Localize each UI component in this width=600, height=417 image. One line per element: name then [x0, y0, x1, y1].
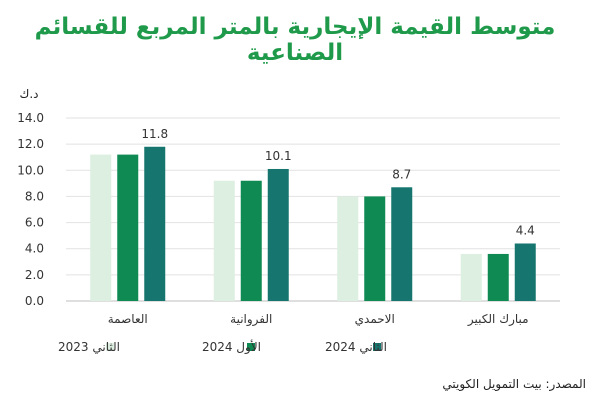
bar	[240, 180, 262, 301]
category-label: الاحمدي	[355, 312, 395, 326]
data-label: 4.4	[516, 223, 535, 237]
data-labels: 11.8 10.1 8.7 4.4	[141, 127, 534, 238]
legend: الثاني 2023 الأول 2024 الثاني 2024	[58, 339, 387, 355]
y-axis-unit-label: د.ك	[19, 87, 38, 101]
gridlines	[66, 117, 560, 302]
y-tick-label: 8.0	[25, 189, 44, 203]
bars	[90, 146, 536, 301]
bar	[391, 187, 413, 301]
y-tick-label: 0.0	[25, 294, 44, 308]
bar	[267, 168, 289, 301]
y-tick-label: 12.0	[17, 137, 44, 151]
category-label: العاصمة	[108, 312, 148, 326]
legend-swatch	[247, 343, 255, 351]
category-labels: العاصمة الفروانية الاحمدي مبارك الكبير	[108, 312, 529, 327]
y-tick-label: 14.0	[17, 111, 44, 125]
legend-label: الثاني 2023	[58, 340, 120, 354]
data-label: 11.8	[141, 127, 168, 141]
data-label: 8.7	[392, 167, 411, 181]
bar	[90, 154, 112, 301]
bar	[337, 196, 359, 301]
category-label: الفروانية	[230, 312, 272, 327]
legend-label: الأول 2024	[202, 339, 261, 355]
legend-swatch	[106, 343, 114, 351]
data-label: 10.1	[265, 149, 292, 163]
category-label: مبارك الكبير	[467, 312, 529, 327]
bar	[144, 146, 166, 301]
source-note: المصدر: بيت التمويل الكويتي	[442, 377, 586, 391]
bar	[460, 253, 482, 301]
y-tick-label: 4.0	[25, 242, 44, 256]
bar	[213, 180, 235, 301]
bar	[487, 253, 509, 301]
bar	[117, 154, 139, 301]
legend-label: الثاني 2024	[325, 340, 387, 354]
y-tick-label: 10.0	[17, 163, 44, 177]
y-axis-ticks: 0.0 2.0 4.0 6.0 8.0 10.0 12.0 14.0	[17, 111, 44, 308]
legend-swatch	[373, 343, 381, 351]
bar	[364, 196, 386, 301]
y-tick-label: 2.0	[25, 268, 44, 282]
y-tick-label: 6.0	[25, 216, 44, 230]
bar	[514, 243, 536, 301]
chart-title: متوسط القيمة الإيجارية بالمتر المربع للق…	[34, 14, 556, 66]
